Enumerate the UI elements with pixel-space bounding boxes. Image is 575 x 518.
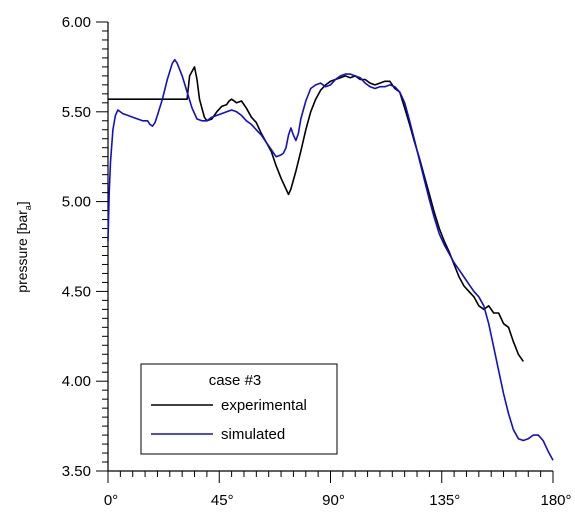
series-line-simulated: [107, 58, 554, 461]
y-tick-label: 3.50: [62, 463, 91, 480]
x-tick-label: 90°: [322, 492, 345, 509]
x-tick-label: 135°: [429, 492, 460, 509]
y-tick-label: 5.00: [62, 194, 91, 211]
x-tick-label: 0°: [104, 492, 118, 509]
y-axis-title-main: pressure [bar: [14, 210, 30, 293]
y-axis-title: pressure [bara]: [14, 201, 33, 292]
legend-label-simulated: simulated: [221, 426, 285, 443]
y-tick-label: 5.50: [62, 104, 91, 121]
y-axis-title-subscript: a: [23, 205, 33, 210]
legend: case #3 experimental simulated: [140, 363, 338, 455]
x-tick-label: 45°: [211, 492, 234, 509]
x-tick-label: 180°: [540, 492, 571, 509]
y-tick-label: 4.50: [62, 283, 91, 300]
y-axis-title-close: ]: [14, 201, 30, 205]
series-line-experimental: [108, 66, 524, 362]
series-lines: [107, 58, 554, 461]
axes: 3.50 4.00 4.50 5.00 5.50 6.00 0° 45° 90° 135° 180°: [62, 14, 572, 509]
y-tick-label: 6.00: [62, 14, 91, 31]
y-tick-label: 4.00: [62, 373, 91, 390]
legend-box: [140, 363, 338, 455]
legend-label-experimental: experimental: [221, 397, 307, 414]
legend-title: case #3: [209, 372, 262, 389]
